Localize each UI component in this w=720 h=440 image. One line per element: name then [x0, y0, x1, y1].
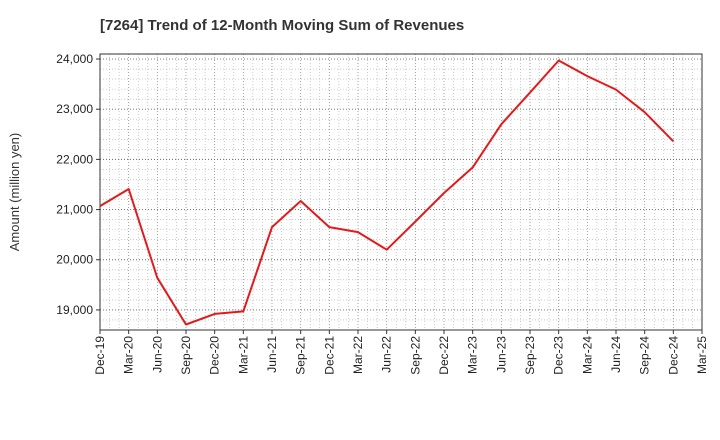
y-axis-label: Amount (million yen)	[7, 133, 22, 252]
x-tick-label: Mar-22	[351, 336, 365, 374]
x-tick-label: Sep-24	[638, 336, 652, 375]
y-tick-label: 20,000	[56, 253, 93, 267]
x-tick-label: Dec-23	[552, 336, 566, 375]
x-tick-label: Mar-21	[236, 336, 250, 374]
x-tick-label: Sep-20	[179, 336, 193, 375]
x-tick-label: Dec-21	[322, 336, 336, 375]
x-tick-label: Mar-20	[122, 336, 136, 374]
x-tick-label: Jun-21	[265, 336, 279, 373]
series-line	[99, 59, 675, 326]
y-tick-label: 24,000	[56, 52, 93, 66]
x-tick-label: Jun-22	[380, 336, 394, 373]
y-tick-label: 19,000	[56, 303, 93, 317]
x-tick-label: Jun-23	[494, 336, 508, 373]
x-tick-label: Jun-20	[150, 336, 164, 373]
x-tick-label: Dec-24	[666, 336, 680, 375]
x-tick-label: Dec-20	[208, 336, 222, 375]
x-tick-label: Mar-25	[695, 336, 709, 374]
x-tick-label: Sep-21	[294, 336, 308, 375]
chart-title: [7264] Trend of 12-Month Moving Sum of R…	[100, 17, 464, 34]
x-tick-label: Dec-19	[93, 336, 107, 375]
x-tick-label: Mar-23	[466, 336, 480, 374]
plot-border	[99, 53, 703, 331]
x-tick-label: Dec-22	[437, 336, 451, 375]
x-tick-label: Sep-22	[408, 336, 422, 375]
x-tick-label: Sep-23	[523, 336, 537, 375]
plot-area: 19,000 20,000 21,000 22,000 23,000 24,000 Dec-…	[56, 52, 709, 375]
x-tick-label: Jun-24	[609, 336, 623, 373]
x-tick-label: Mar-24	[580, 336, 594, 374]
y-tick-label: 21,000	[56, 203, 93, 217]
y-tick-label: 22,000	[56, 152, 93, 166]
y-tick-label: 23,000	[56, 102, 93, 116]
plot-background	[100, 54, 702, 330]
